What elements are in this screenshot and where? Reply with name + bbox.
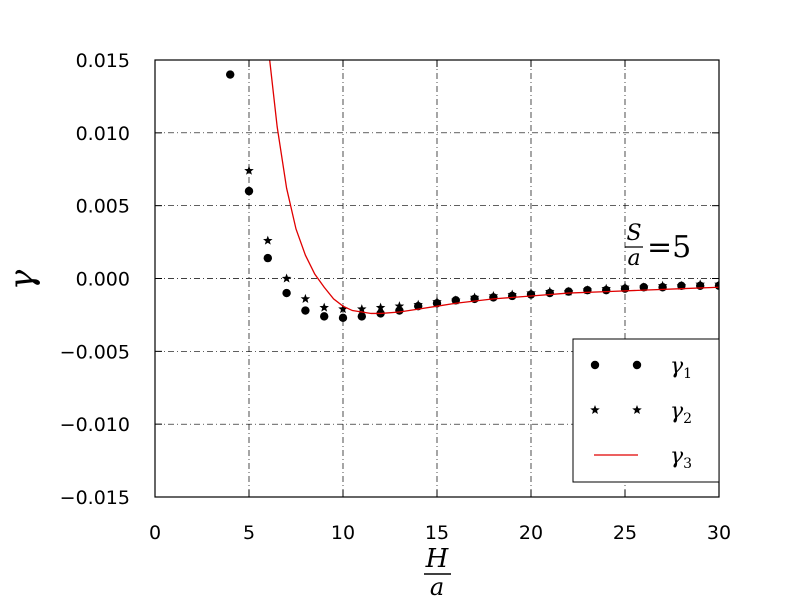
series-2-point (601, 283, 611, 293)
series-2-point (488, 290, 499, 301)
y-tick-label: −0.010 (60, 414, 130, 436)
legend-label: γ2 (670, 399, 692, 427)
tick-labels: 0 5 10 15 20 25 30 0.015 0.010 0.005 0.000 −0.005 −0… (60, 50, 731, 544)
series-2-point (526, 288, 536, 298)
y-tick-label: −0.005 (60, 341, 130, 363)
series-2-point (563, 286, 574, 296)
series-2-point (620, 282, 630, 292)
series-2-point (657, 280, 668, 290)
series-1-point (338, 313, 348, 323)
plot-marks (226, 60, 719, 323)
annotation-numerator: S (626, 221, 641, 246)
y-tick-label: −0.015 (60, 487, 130, 509)
series-2-point (281, 273, 292, 283)
x-tick-label: 25 (613, 522, 637, 544)
y-tick-label: 0.005 (76, 196, 130, 218)
annotation: S a =5 (625, 221, 691, 271)
series-2-point (432, 296, 442, 306)
x-axis-label-denominator: a (430, 573, 444, 600)
series-2-point (300, 293, 311, 303)
x-tick-label: 20 (519, 522, 543, 544)
x-tick-label: 0 (149, 522, 161, 544)
x-axis-label-numerator: H (425, 544, 450, 574)
series-1-point (357, 312, 366, 321)
series-2-point (451, 295, 461, 305)
legend-marker-circle (632, 360, 642, 370)
series-2-point (507, 289, 517, 299)
x-tick-label: 5 (243, 522, 255, 544)
series-2-point (375, 302, 386, 312)
series-1-point (301, 306, 310, 315)
series-2-point (244, 165, 254, 175)
series-3-line (269, 60, 719, 315)
legend-label: γ3 (670, 444, 692, 472)
y-tick-label: 0.010 (76, 123, 130, 145)
series-2-point (319, 302, 329, 312)
x-tick-label: 10 (331, 522, 355, 544)
x-tick-label: 15 (425, 522, 449, 544)
series-2-point (469, 292, 480, 302)
legend-marker-star (632, 405, 642, 415)
series-2-point (676, 280, 687, 290)
plot-frame (154, 59, 720, 498)
series-2-point (695, 279, 705, 289)
y-tick-label: 0.015 (76, 50, 130, 72)
annotation-denominator: a (627, 246, 640, 271)
series-2-point (394, 301, 405, 311)
series-1-point (282, 288, 291, 298)
x-axis-label: H a (424, 544, 451, 600)
legend: γ1 γ2 γ3 (572, 338, 720, 483)
series-2-point (714, 279, 719, 289)
series-2-point (545, 286, 555, 296)
series-2-point (338, 304, 348, 314)
x-tick-label: 30 (707, 522, 731, 544)
series-1-point (244, 186, 254, 196)
y-axis-label: γ (2, 269, 42, 290)
series-2-point (263, 235, 273, 245)
legend-marker-star (590, 405, 600, 415)
series-1-point (263, 253, 272, 263)
legend-label: γ1 (670, 354, 692, 382)
series-2-point (639, 282, 649, 292)
series-1-point (226, 70, 235, 79)
legend-marker-circle (590, 360, 600, 370)
legend-items: γ1 γ2 γ3 (590, 354, 692, 472)
series-2-point (357, 304, 367, 314)
annotation-value: =5 (647, 230, 691, 265)
y-tick-label: 0.000 (76, 269, 130, 291)
series-1-point (320, 312, 329, 321)
series-2-point (582, 285, 593, 295)
series-2-point (413, 299, 423, 309)
